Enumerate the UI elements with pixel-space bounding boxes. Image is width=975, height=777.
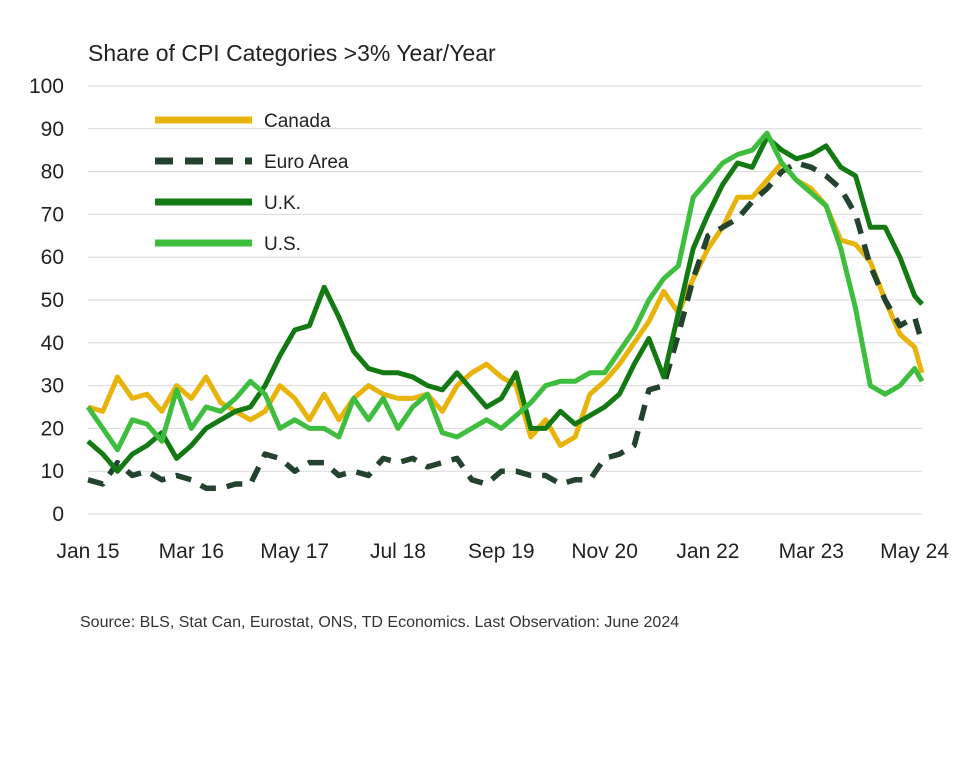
y-tick-label: 90 — [41, 118, 64, 141]
y-tick-label: 60 — [41, 246, 64, 269]
x-tick-label: May 24 — [880, 540, 949, 563]
y-tick-label: 70 — [41, 203, 64, 226]
y-tick-label: 80 — [41, 161, 64, 184]
x-tick-label: Jan 22 — [676, 540, 739, 563]
y-axis: 0 10 20 30 40 50 60 70 80 90 100 — [29, 75, 64, 526]
grid — [88, 85, 922, 515]
series-line-3 — [86, 134, 924, 474]
x-tick-label: Jul 18 — [370, 540, 426, 563]
y-tick-label: 100 — [29, 75, 64, 98]
series-line-4 — [85, 130, 925, 453]
y-tick-label: 0 — [52, 503, 64, 526]
x-tick-label: May 17 — [260, 540, 329, 563]
x-tick-label: Mar 16 — [159, 540, 224, 563]
series-line-2 — [87, 160, 925, 492]
x-tick-label: Nov 20 — [571, 540, 638, 563]
x-tick-label: Sep 19 — [468, 540, 535, 563]
x-tick-label: Jan 15 — [56, 540, 119, 563]
chart-title: Share of CPI Categories >3% Year/Year — [88, 40, 496, 66]
y-tick-label: 10 — [41, 460, 64, 483]
series-lines — [85, 130, 925, 492]
legend-label-1: Canada — [264, 111, 331, 132]
y-tick-label: 20 — [41, 417, 64, 440]
y-tick-label: 30 — [41, 375, 64, 398]
source-note: Source: BLS, Stat Can, Eurostat, ONS, TD… — [80, 614, 680, 631]
x-tick-label: Mar 23 — [779, 540, 844, 563]
y-tick-label: 40 — [41, 332, 64, 355]
legend-label-4: U.S. — [264, 234, 301, 255]
line-chart: 0 10 20 30 40 50 60 70 80 90 100 Jan 15 Mar 16 May 1… — [29, 75, 949, 563]
legend: Canada Euro Area U.K. U.S. — [155, 111, 349, 255]
y-tick-label: 50 — [41, 289, 64, 312]
x-axis: Jan 15 Mar 16 May 17 Jul 18 Sep 19 Nov 20 Jan … — [56, 540, 949, 563]
legend-label-2: Euro Area — [264, 152, 349, 173]
legend-label-3: U.K. — [264, 193, 301, 214]
